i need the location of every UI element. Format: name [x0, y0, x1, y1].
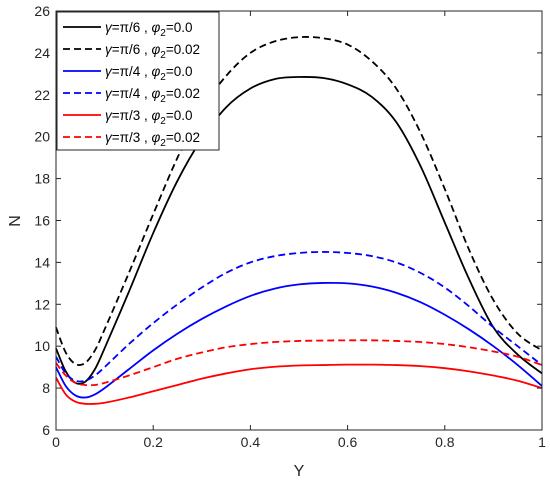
- x-tick-label: 0: [52, 434, 60, 450]
- legend-label: γ=π/4 , φ2=0.02: [105, 86, 200, 105]
- legend-label: γ=π/3 , φ2=0.02: [105, 130, 200, 149]
- y-tick-label: 8: [42, 380, 50, 396]
- y-tick-label: 6: [42, 422, 50, 438]
- legend-label: γ=π/6 , φ2=0.02: [105, 42, 200, 61]
- series-line-5: [55, 363, 543, 405]
- y-axis-title: N: [7, 215, 24, 227]
- series-layer: [55, 36, 543, 405]
- y-tick-label: 16: [34, 213, 50, 229]
- y-tick-label: 18: [34, 171, 50, 187]
- y-tick-label: 10: [34, 338, 50, 354]
- y-tick-label: 20: [34, 129, 50, 145]
- y-tick-label: 12: [34, 296, 50, 312]
- series-line-2: [55, 36, 543, 366]
- series-line-1: [55, 76, 543, 385]
- x-tick-label: 0.2: [143, 434, 163, 450]
- x-tick-label: 0.8: [435, 434, 455, 450]
- x-tick-label: 0.4: [241, 434, 261, 450]
- y-tick-label: 24: [34, 45, 50, 61]
- legend-box: [56, 11, 220, 151]
- series-line-3: [55, 281, 543, 399]
- x-axis-title: Y: [294, 463, 305, 480]
- legend-label: γ=π/3 , φ2=0.0: [105, 108, 193, 127]
- y-tick-label: 26: [34, 3, 50, 19]
- series-line-4: [55, 251, 543, 383]
- legend-label: γ=π/6 , φ2=0.0: [105, 20, 193, 39]
- x-tick-label: 1: [538, 434, 546, 450]
- legend-label: γ=π/4 , φ2=0.0: [105, 64, 193, 83]
- y-tick-label: 14: [34, 254, 50, 270]
- legend: γ=π/6 , φ2=0.0 γ=π/6 , φ2=0.02 γ=π/4 , φ2=…: [56, 11, 220, 151]
- series-line-6: [55, 339, 543, 387]
- y-tick-label: 22: [34, 87, 50, 103]
- x-tick-label: 0.6: [338, 434, 358, 450]
